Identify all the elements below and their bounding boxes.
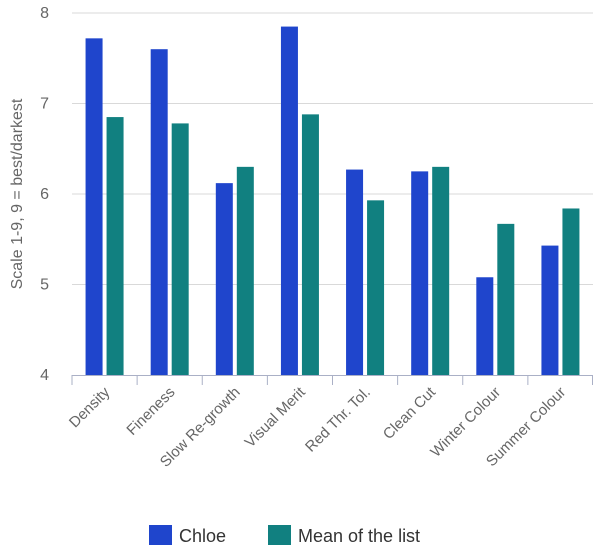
- bar-chloe-7: [541, 245, 559, 375]
- y-tick-label: 8: [40, 5, 49, 22]
- bar-chloe-1: [150, 49, 168, 375]
- legend[interactable]: Chloe Mean of the list: [149, 525, 420, 546]
- bars: [85, 26, 580, 376]
- bar-mean-7: [562, 208, 580, 375]
- bar-mean-4: [367, 200, 385, 375]
- bar-chloe-3: [280, 26, 298, 375]
- y-axis-title: Scale 1-9, 9 = best/darkest: [9, 98, 26, 289]
- x-category-label: Density: [66, 383, 114, 431]
- bar-chloe-5: [411, 171, 429, 375]
- bar-mean-6: [497, 223, 515, 375]
- bar-mean-5: [432, 166, 450, 375]
- legend-item-mean[interactable]: Mean of the list: [268, 525, 420, 546]
- bar-chloe-0: [85, 38, 103, 376]
- y-tick-label: 4: [40, 367, 49, 384]
- legend-item-chloe[interactable]: Chloe: [149, 525, 226, 546]
- bar-chloe-2: [215, 183, 233, 375]
- x-category-label: Fineness: [123, 384, 178, 439]
- y-tick-label: 7: [40, 96, 49, 113]
- legend-swatch: [268, 525, 291, 545]
- legend-swatch: [149, 525, 172, 545]
- legend-label: Mean of the list: [298, 526, 420, 546]
- bar-mean-2: [236, 166, 254, 375]
- y-tick-label: 6: [40, 186, 49, 203]
- x-category-label: Clean Cut: [380, 383, 440, 443]
- bar-chloe-6: [476, 277, 494, 375]
- bar-mean-3: [301, 114, 319, 376]
- legend-label: Chloe: [179, 526, 226, 546]
- x-category-label: Visual Merit: [242, 383, 310, 451]
- bar-chloe-4: [346, 169, 364, 375]
- x-category-label: Red Thr. Tol.: [302, 384, 374, 456]
- gridlines: [72, 12, 593, 285]
- bar-mean-0: [106, 117, 124, 375]
- bar-mean-1: [171, 123, 189, 375]
- y-tick-label: 5: [40, 277, 49, 294]
